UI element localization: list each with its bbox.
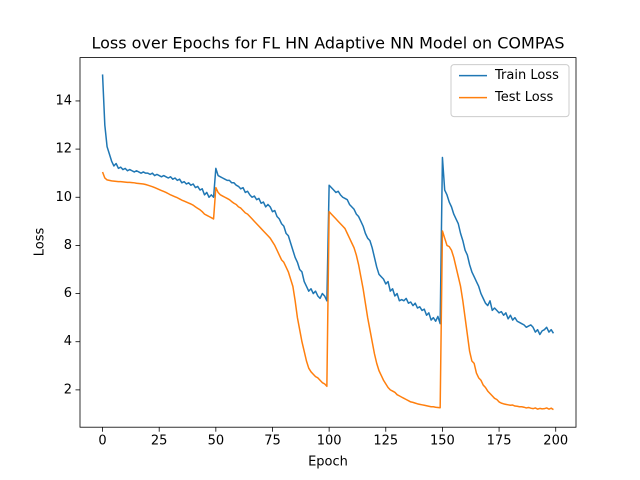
y-tick-label: 6 xyxy=(64,286,72,301)
x-tick-label: 0 xyxy=(98,434,106,449)
y-tick-label: 8 xyxy=(64,238,72,253)
x-tick-label: 175 xyxy=(487,434,512,449)
x-tick-label: 25 xyxy=(151,434,168,449)
y-tick-label: 10 xyxy=(55,190,72,205)
y-tick-label: 14 xyxy=(55,93,72,108)
x-tick-label: 50 xyxy=(208,434,225,449)
legend-box xyxy=(450,64,570,118)
x-axis-label: Epoch xyxy=(308,455,348,470)
legend-label: Test Loss xyxy=(494,90,553,105)
x-tick-label: 150 xyxy=(430,434,455,449)
x-tick-label: 125 xyxy=(373,434,398,449)
chart-title: Loss over Epochs for FL HN Adaptive NN M… xyxy=(91,34,564,53)
series-line xyxy=(101,171,554,411)
y-axis-label: Loss xyxy=(33,228,48,257)
x-tick-label: 200 xyxy=(543,434,568,449)
y-tick-label: 2 xyxy=(64,382,72,397)
x-tick-label: 75 xyxy=(264,434,281,449)
y-tick-label: 4 xyxy=(64,334,72,349)
x-tick-label: 100 xyxy=(317,434,342,449)
y-tick-label: 12 xyxy=(55,142,72,157)
axes-frame xyxy=(79,57,577,428)
legend-label: Train Loss xyxy=(494,68,559,83)
